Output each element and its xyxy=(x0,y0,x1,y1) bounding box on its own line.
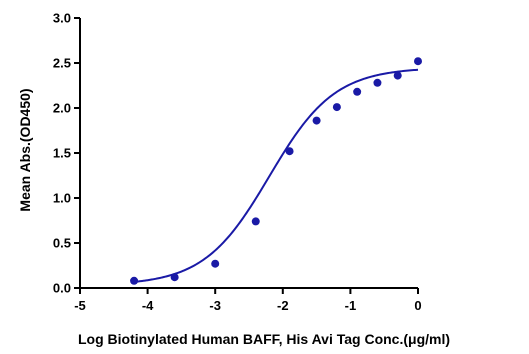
data-point xyxy=(373,78,382,87)
x-axis-title: Log Biotinylated Human BAFF, His Avi Tag… xyxy=(78,331,450,347)
data-point xyxy=(393,71,402,80)
data-point xyxy=(285,147,294,156)
x-tick-label: -3 xyxy=(209,298,221,313)
y-tick-label: 2.0 xyxy=(53,101,71,116)
y-tick-label: 2.5 xyxy=(53,56,71,71)
y-tick-label: 0.5 xyxy=(53,236,71,251)
y-axis-title: Mean Abs.(OD450) xyxy=(17,88,33,211)
data-point xyxy=(130,276,139,285)
data-point xyxy=(353,87,362,96)
data-point xyxy=(211,259,220,268)
data-points xyxy=(130,57,422,285)
y-tick-label: 1.0 xyxy=(53,191,71,206)
x-tick-label: -1 xyxy=(345,298,357,313)
y-tick-label: 3.0 xyxy=(53,11,71,26)
x-axis-ticks: -5 -4 -3 -2 -1 0 xyxy=(74,288,422,313)
x-tick-label: 0 xyxy=(414,298,421,313)
data-point xyxy=(312,116,321,125)
y-tick-label: 1.5 xyxy=(53,146,71,161)
y-axis-ticks: 0.0 0.5 1.0 1.5 2.0 2.5 3.0 xyxy=(53,11,80,296)
x-tick-label: -2 xyxy=(277,298,289,313)
fit-curve xyxy=(133,68,419,283)
x-tick-label: -4 xyxy=(142,298,154,313)
x-tick-label: -5 xyxy=(74,298,86,313)
data-point xyxy=(414,57,422,66)
data-point xyxy=(251,217,260,226)
data-point xyxy=(332,103,341,112)
data-point xyxy=(170,273,179,282)
y-tick-label: 0.0 xyxy=(53,281,71,296)
